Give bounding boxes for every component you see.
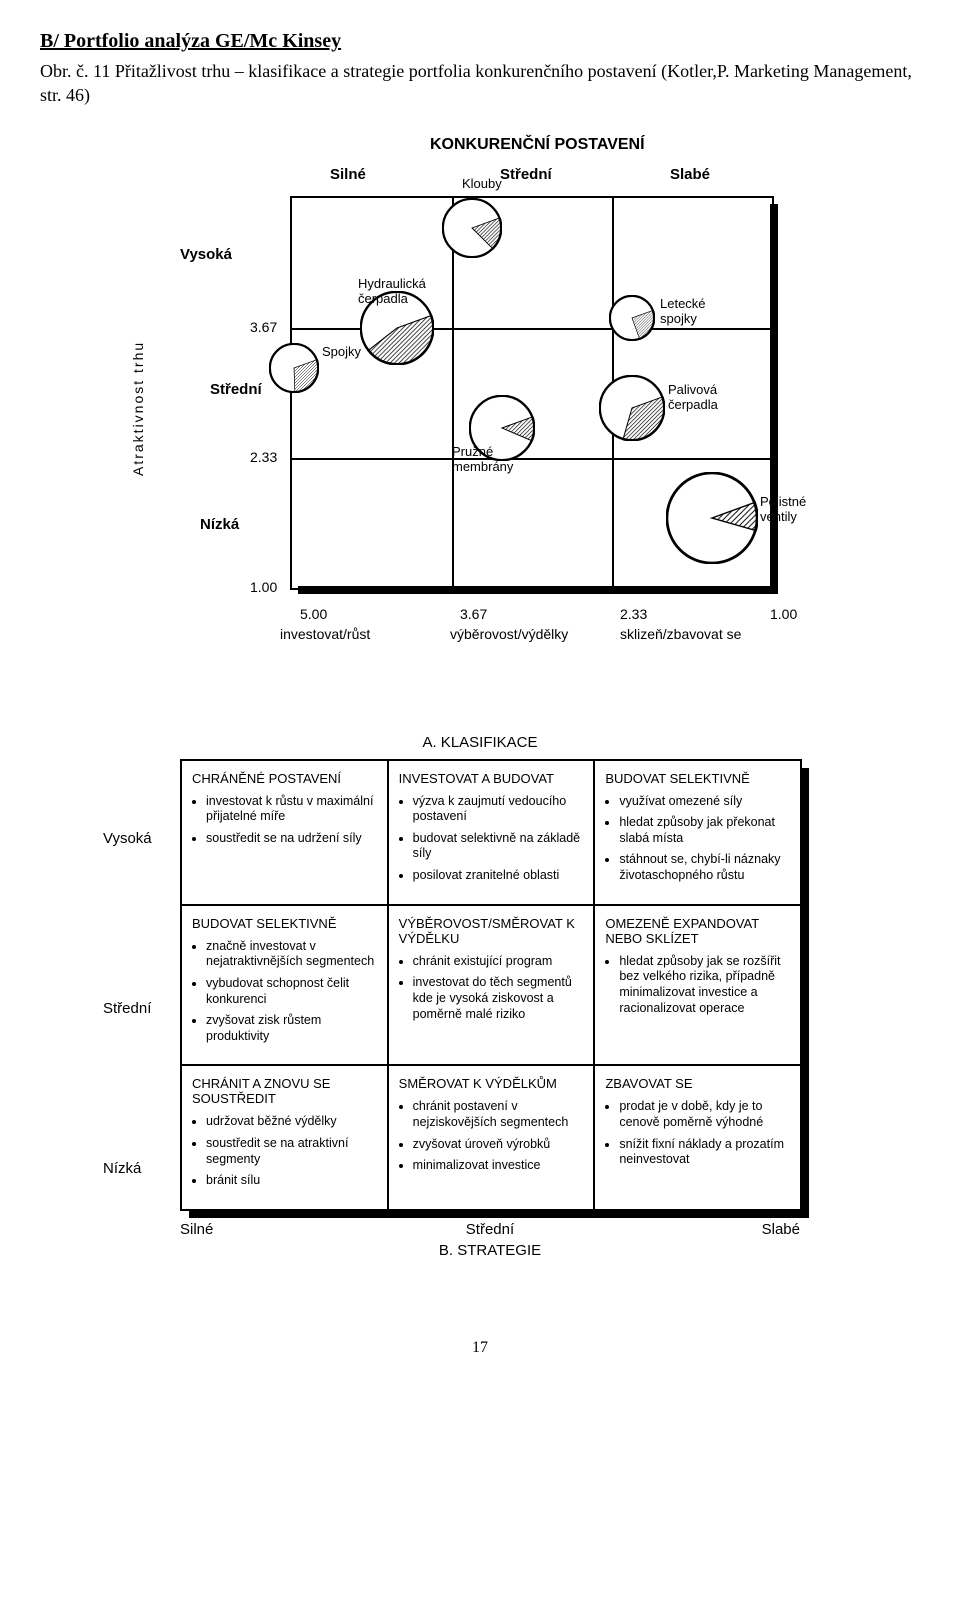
- class-cell-2-1: SMĚROVAT K VÝDĚLKŮM chránit postavení v n…: [388, 1065, 595, 1210]
- class-cell-title-0-2: BUDOVAT SELEKTIVNĚ: [605, 771, 790, 786]
- bot-row-label-2: Nízká: [103, 1160, 141, 1177]
- class-bullet: výzva k zaujmutí vedoucího postavení: [413, 794, 584, 825]
- class-cell-2-2: ZBAVOVAT SE prodat je v době, kdy je to c…: [594, 1065, 801, 1210]
- class-bullet: stáhnout se, chybí-li náznaky životascho…: [619, 852, 790, 883]
- bot-col-label-0: Silné: [180, 1221, 387, 1238]
- class-bullet: snížit fixní náklady a prozatím neinvest…: [619, 1137, 790, 1168]
- class-cell-0-0: CHRÁNĚNÉ POSTAVENÍ investovat k růstu v m…: [181, 760, 388, 905]
- class-bullet: zvyšovat úroveň výrobků: [413, 1137, 584, 1153]
- pie-label-klouby: Klouby: [462, 176, 502, 191]
- class-bullet: minimalizovat investice: [413, 1158, 584, 1174]
- pie-label-spojky: Spojky: [322, 344, 361, 359]
- class-cell-title-2-0: CHRÁNIT A ZNOVU SE SOUSTŘEDIT: [192, 1076, 377, 1106]
- row-head-0: Vysoká: [180, 246, 232, 263]
- figure-caption: Obr. č. 11 Přitažlivost trhu – klasifika…: [40, 59, 920, 108]
- pie-label-hydra: Hydraulickáčerpadla: [358, 276, 426, 306]
- class-cell-0-2: BUDOVAT SELEKTIVNĚ využívat omezené síly h…: [594, 760, 801, 905]
- class-bullet: hledat způsoby jak překonat slabá místa: [619, 815, 790, 846]
- x-tick-2: 2.33: [620, 606, 647, 622]
- class-bullet: vybudovat schopnost čelit konkurenci: [206, 976, 377, 1007]
- class-bullet: posilovat zranitelné oblasti: [413, 868, 584, 884]
- class-cell-title-1-0: BUDOVAT SELEKTIVNĚ: [192, 916, 377, 931]
- classification-figure: A. KLASIFIKACE Vysoká Střední Nízká CHRÁ…: [100, 734, 860, 1259]
- pie-letecke: [609, 295, 655, 341]
- pie-label-palivova: Palivováčerpadla: [668, 382, 718, 412]
- pie-spojky: [269, 343, 319, 393]
- bot-row-label-1: Střední: [103, 1000, 151, 1017]
- classification-title-b: B. STRATEGIE: [180, 1242, 800, 1259]
- class-bullet: zvyšovat zisk růstem produktivity: [206, 1013, 377, 1044]
- col-head-2: Slabé: [670, 166, 710, 183]
- class-bullet: prodat je v době, kdy je to cenově poměr…: [619, 1099, 790, 1130]
- class-cell-0-1: INVESTOVAT A BUDOVAT výzva k zaujmutí ved…: [388, 760, 595, 905]
- matrix-shadow-r: [770, 204, 778, 594]
- pie-label-letecke: Leteckéspojky: [660, 296, 706, 326]
- matrix-shadow-b: [298, 586, 778, 594]
- class-cell-1-1: VÝBĚROVOST/SMĚROVAT K VÝDĚLKU chránit exi…: [388, 905, 595, 1066]
- class-bullet: chránit postavení v nejziskovějších segm…: [413, 1099, 584, 1130]
- class-bullet: chránit existující program: [413, 954, 584, 970]
- x-tick-0: 5.00: [300, 606, 327, 622]
- bot-col-label-1: Střední: [387, 1221, 594, 1238]
- class-bullet: značně investovat v nejatraktivnějších s…: [206, 939, 377, 970]
- class-cell-title-0-0: CHRÁNĚNÉ POSTAVENÍ: [192, 771, 377, 786]
- x-strategy-0: investovat/růst: [280, 626, 370, 642]
- class-bullet: investovat k růstu v maximální přijateln…: [206, 794, 377, 825]
- class-cell-title-2-1: SMĚROVAT K VÝDĚLKŮM: [399, 1076, 584, 1091]
- bot-row-label-0: Vysoká: [103, 830, 152, 847]
- class-cell-title-1-2: OMEZENĚ EXPANDOVAT NEBO SKLÍZET: [605, 916, 790, 946]
- y-tick-0: 3.67: [250, 319, 277, 335]
- class-bullet: využívat omezené síly: [619, 794, 790, 810]
- class-cell-1-0: BUDOVAT SELEKTIVNĚ značně investovat v ne…: [181, 905, 388, 1066]
- class-cell-title-1-1: VÝBĚROVOST/SMĚROVAT K VÝDĚLKU: [399, 916, 584, 946]
- class-bullet: soustředit se na atraktivní segmenty: [206, 1136, 377, 1167]
- class-bullet: budovat selektivně na základě síly: [413, 831, 584, 862]
- classification-title-a: A. KLASIFIKACE: [100, 734, 860, 751]
- class-cell-2-0: CHRÁNIT A ZNOVU SE SOUSTŘEDIT udržovat bě…: [181, 1065, 388, 1210]
- x-strategy-2: sklizeň/zbavovat se: [620, 626, 741, 642]
- row-head-1: Střední: [210, 381, 262, 398]
- pie-label-pruzne: Pružnémembrány: [452, 444, 513, 474]
- class-cell-1-2: OMEZENĚ EXPANDOVAT NEBO SKLÍZET hledat zp…: [594, 905, 801, 1066]
- class-bullet: bránit sílu: [206, 1173, 377, 1189]
- page-number: 17: [40, 1339, 920, 1357]
- classification-box: Vysoká Střední Nízká CHRÁNĚNÉ POSTAVENÍi…: [180, 759, 802, 1211]
- col-head-0: Silné: [330, 166, 366, 183]
- y-tick-2: 1.00: [250, 579, 277, 595]
- y-axis-label: Atraktivnost trhu: [130, 340, 146, 475]
- pie-palivova: [599, 375, 665, 441]
- class-bullet: udržovat běžné výdělky: [206, 1114, 377, 1130]
- class-bullet: hledat způsoby jak se rozšířit bez velké…: [619, 954, 790, 1017]
- pie-klouby: [442, 198, 502, 258]
- x-tick-1: 3.67: [460, 606, 487, 622]
- ge-matrix-figure: KONKURENČNÍ POSTAVENÍ Silné Střední Slab…: [100, 136, 860, 696]
- matrix-title: KONKURENČNÍ POSTAVENÍ: [430, 136, 645, 154]
- doc-title: B/ Portfolio analýza GE/Mc Kinsey: [40, 30, 920, 53]
- class-cell-title-0-1: INVESTOVAT A BUDOVAT: [399, 771, 584, 786]
- row-head-2: Nízká: [200, 516, 239, 533]
- class-cell-title-2-2: ZBAVOVAT SE: [605, 1076, 790, 1091]
- bot-col-label-2: Slabé: [593, 1221, 800, 1238]
- y-tick-1: 2.33: [250, 449, 277, 465]
- col-head-1: Střední: [500, 166, 552, 183]
- x-tick-3: 1.00: [770, 606, 797, 622]
- x-strategy-1: výběrovost/výdělky: [450, 626, 568, 642]
- pie-label-pojistne: Pojistnéventily: [760, 494, 806, 524]
- class-bullet: investovat do těch segmentů kde je vysok…: [413, 975, 584, 1022]
- pie-pojistne: [666, 472, 758, 564]
- class-bullet: soustředit se na udržení síly: [206, 831, 377, 847]
